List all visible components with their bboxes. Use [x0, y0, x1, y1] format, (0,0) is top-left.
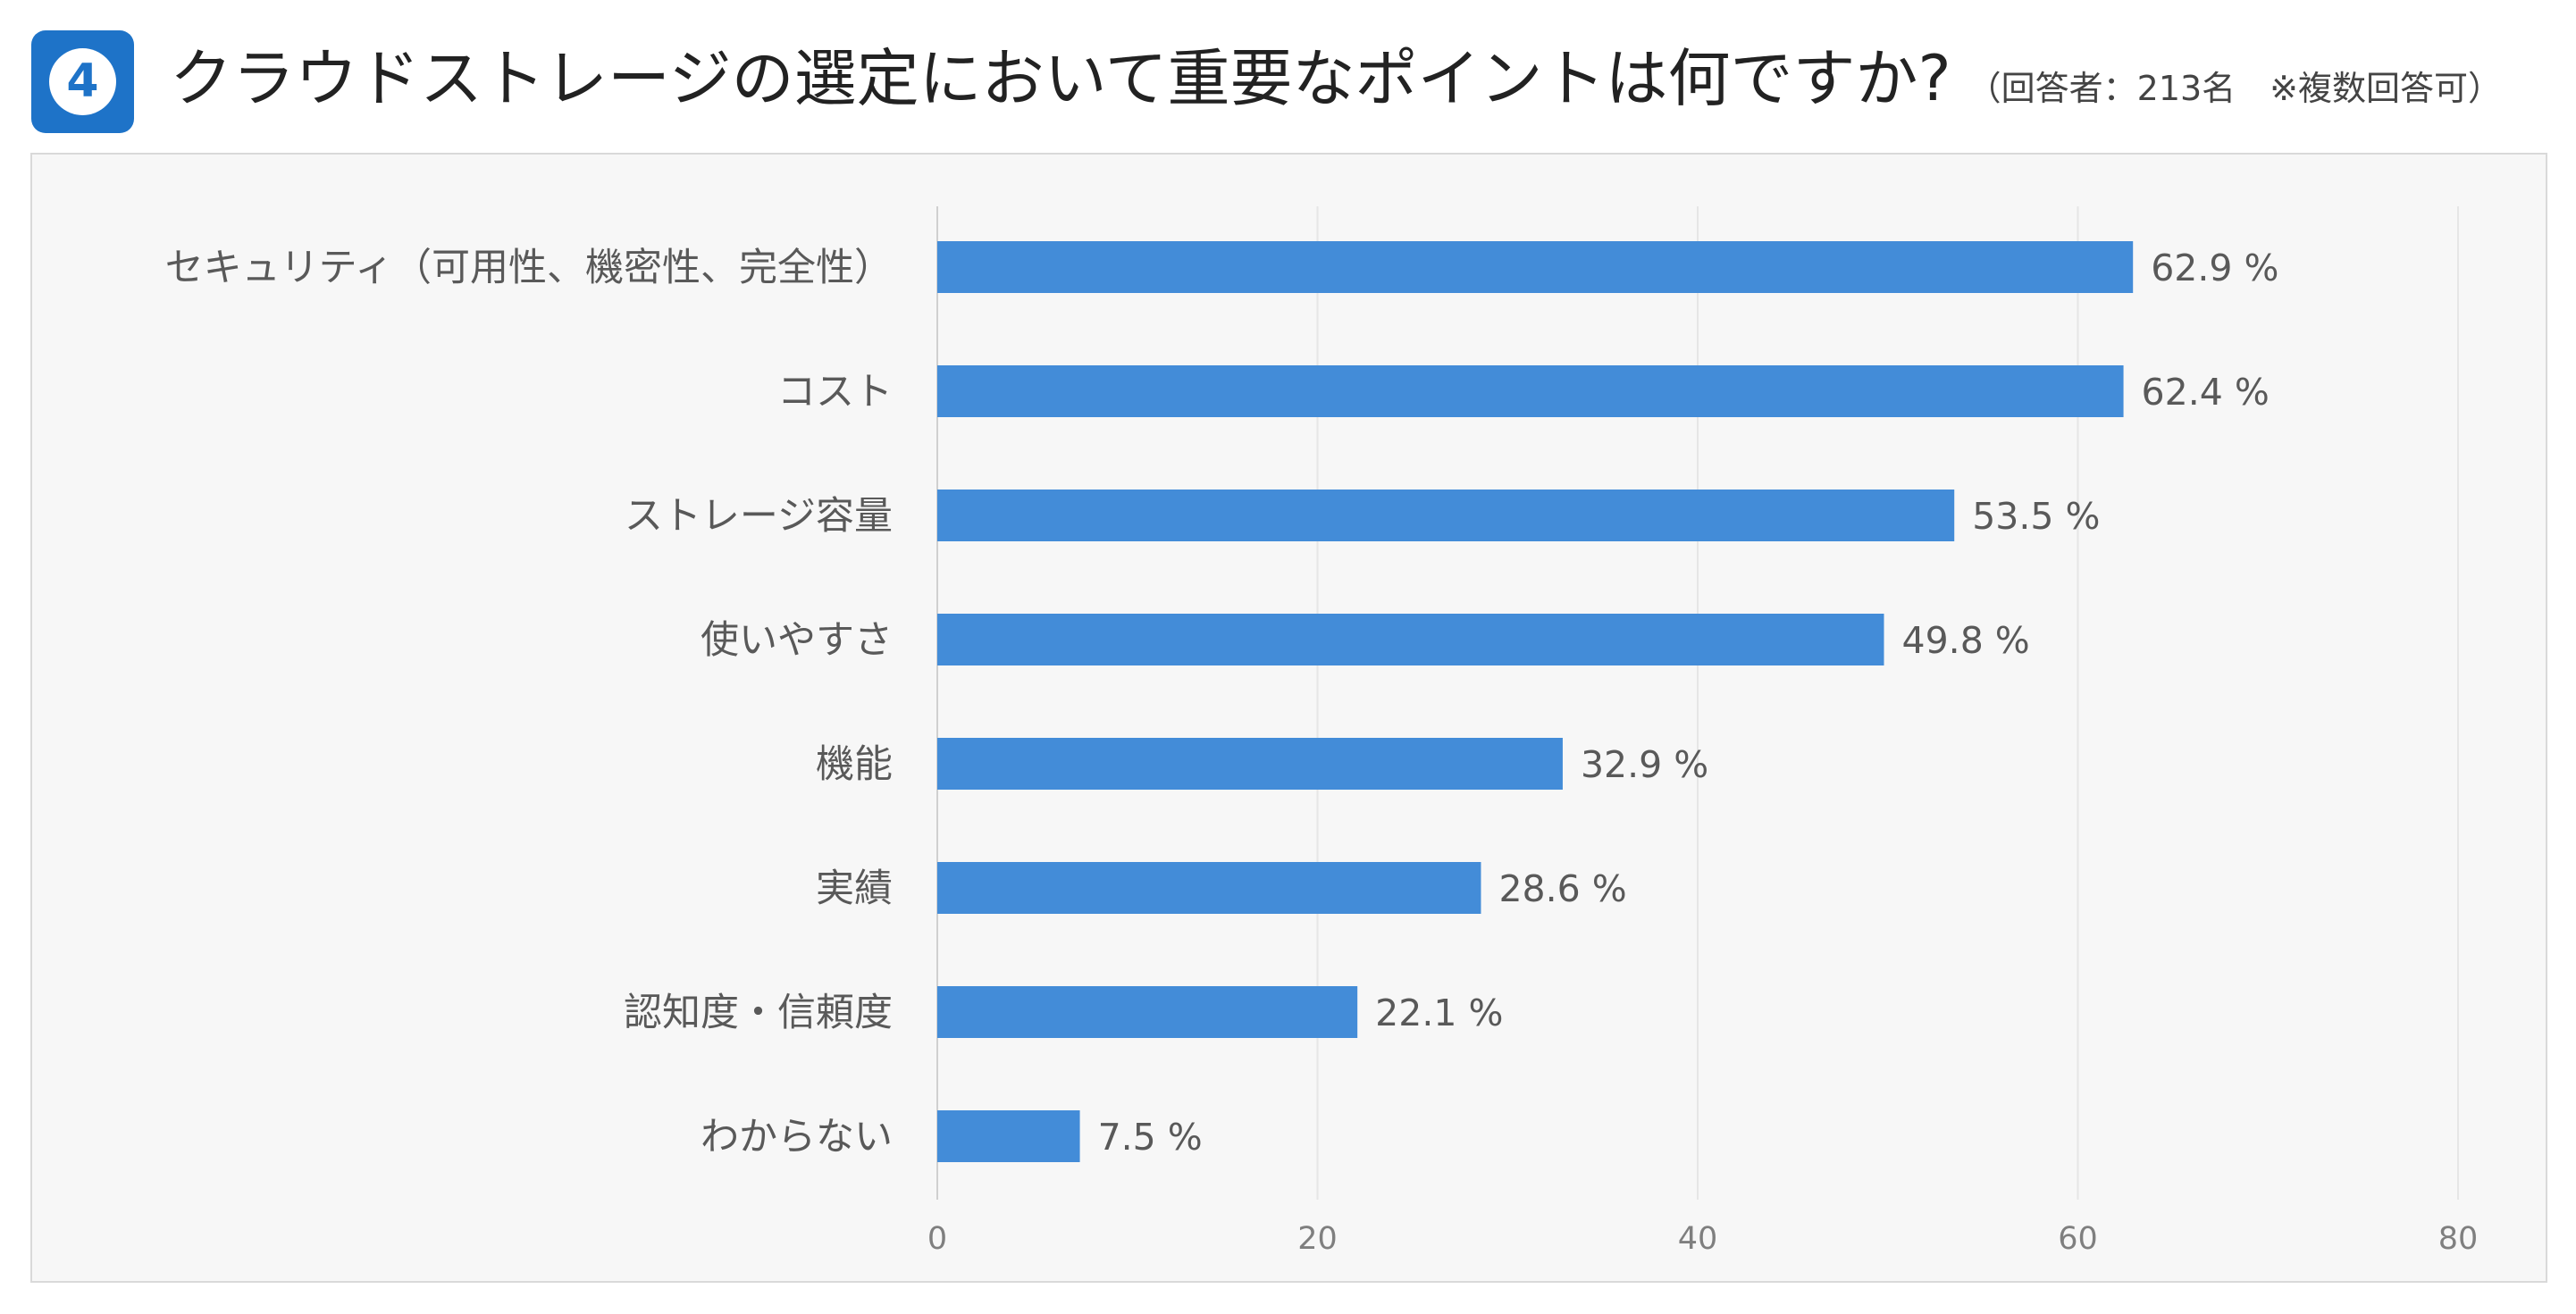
data-label: 62.4 % [2142, 371, 2270, 414]
question-number: 4 [49, 48, 116, 115]
x-tick-label: 80 [2438, 1221, 2479, 1257]
data-label: 62.9 % [2151, 247, 2278, 289]
bar [937, 738, 1563, 790]
bar [937, 986, 1358, 1038]
x-tick-label: 0 [927, 1221, 947, 1257]
data-label: 22.1 % [1375, 992, 1503, 1034]
data-label: 49.8 % [1901, 619, 2029, 662]
bar [937, 490, 1955, 541]
category-label: 使いやすさ [701, 618, 893, 663]
x-tick-label: 60 [2058, 1221, 2098, 1257]
x-tick-label: 20 [1297, 1221, 1338, 1257]
data-label: 32.9 % [1581, 743, 1708, 786]
data-label: 28.6 % [1498, 867, 1626, 910]
bar [937, 614, 1884, 665]
category-label: 実績 [816, 866, 893, 911]
respondent-note: （回答者：213名 ※複数回答可） [1967, 69, 2503, 108]
bar [937, 862, 1481, 914]
x-tick-label: 40 [1678, 1221, 1718, 1257]
title-text: クラウドストレージの選定において重要なポイントは何ですか? [170, 42, 1951, 115]
category-label: 機能 [816, 742, 893, 787]
data-label: 53.5 % [1972, 495, 2100, 538]
header: 4 クラウドストレージの選定において重要なポイントは何ですか? （回答者：213名… [0, 0, 2576, 143]
bar [937, 1110, 1080, 1162]
bar [937, 365, 2124, 417]
category-label: ストレージ容量 [625, 494, 893, 539]
category-label: コスト [777, 370, 893, 414]
bar [937, 241, 2134, 293]
question-number-badge: 4 [31, 30, 134, 133]
chart-panel: 0 20 40 60 80 セキュリティ（可用性、機密性、完全性） 62.9 % コスト 62.… [30, 153, 2547, 1283]
category-label: セキュリティ（可用性、機密性、完全性） [165, 246, 893, 290]
category-label: 認知度・信頼度 [624, 991, 893, 1035]
data-label: 7.5 % [1098, 1116, 1203, 1159]
bar-chart: 0 20 40 60 80 セキュリティ（可用性、機密性、完全性） 62.9 % コスト 62.… [165, 206, 2479, 1257]
page-title: クラウドストレージの選定において重要なポイントは何ですか? （回答者：213名 ※… [170, 34, 2502, 133]
category-label: わからない [701, 1115, 893, 1159]
